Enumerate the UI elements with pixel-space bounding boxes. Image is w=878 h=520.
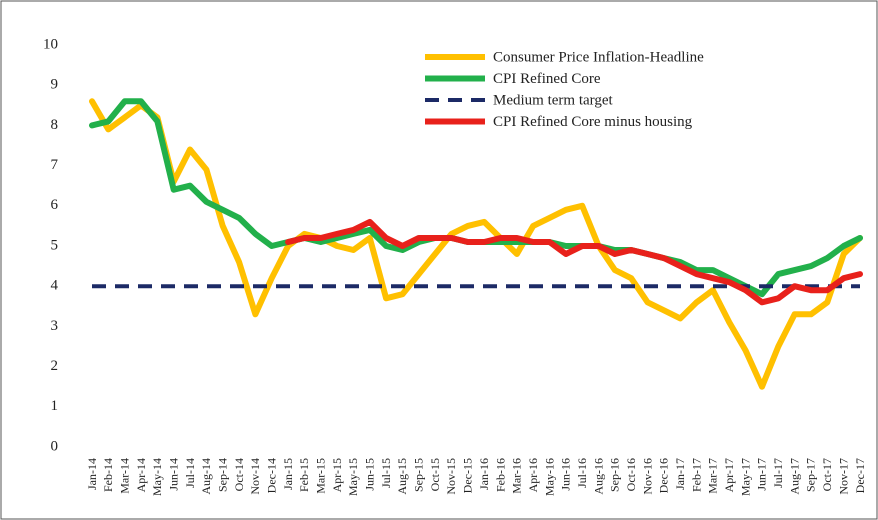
y-tick-label: 8 (51, 117, 59, 133)
x-tick-label: Jul-16 (575, 458, 589, 488)
x-tick-label: Mar-15 (314, 458, 328, 494)
x-tick-label: Dec-16 (657, 458, 671, 493)
x-tick-label: May-15 (346, 458, 360, 496)
x-tick-label: Mar-14 (117, 458, 131, 494)
x-tick-label: Apr-15 (330, 458, 344, 492)
series-line (285, 218, 863, 306)
x-tick-label: Mar-17 (706, 458, 720, 494)
y-tick-label: 3 (51, 318, 59, 334)
x-tick-label: Apr-16 (526, 458, 540, 492)
x-tick-label: May-16 (542, 458, 556, 496)
x-tick-label: Jun-15 (363, 458, 377, 491)
x-tick-label: May-14 (150, 458, 164, 496)
y-tick-label: 5 (51, 237, 59, 253)
x-tick-label: Sep-17 (804, 458, 818, 492)
x-tick-label: Apr-14 (134, 458, 148, 492)
y-tick-label: 0 (51, 438, 59, 454)
x-tick-label: Oct-17 (820, 458, 834, 491)
x-tick-label: Jul-14 (183, 458, 197, 488)
x-tick-label: Aug-17 (787, 458, 801, 495)
x-tick-label: Jul-17 (771, 458, 785, 488)
y-tick-label: 6 (51, 197, 59, 213)
x-tick-label: Oct-15 (428, 458, 442, 491)
y-tick-label: 9 (51, 77, 59, 93)
x-tick-label: Jun-16 (559, 458, 573, 491)
x-tick-label: Aug-15 (395, 458, 409, 495)
x-tick-label: Dec-17 (853, 458, 867, 493)
x-tick-label: Dec-15 (461, 458, 475, 493)
x-tick-label: Dec-14 (264, 458, 278, 493)
x-tick-label: Jan-14 (85, 458, 99, 490)
x-tick-label: Mar-16 (510, 458, 524, 494)
legend-label: Consumer Price Inflation-Headline (493, 49, 704, 65)
x-tick-label: Jan-15 (281, 458, 295, 490)
x-tick-label: Sep-16 (608, 458, 622, 492)
x-tick-label: Jan-16 (477, 458, 491, 490)
x-tick-label: Oct-16 (624, 458, 638, 491)
y-tick-label: 2 (51, 358, 59, 374)
x-tick-label: Jan-17 (673, 458, 687, 490)
x-tick-label: Feb-14 (101, 458, 115, 492)
legend-label: CPI Refined Core (493, 71, 601, 87)
x-tick-label: Feb-15 (297, 458, 311, 492)
x-tick-label: Sep-14 (215, 458, 229, 492)
x-tick-label: Jul-15 (379, 458, 393, 488)
x-tick-label: May-17 (738, 458, 752, 496)
x-tick-label: Nov-15 (444, 458, 458, 495)
legend-label: Medium term target (493, 92, 614, 108)
y-tick-label: 10 (43, 36, 58, 52)
x-tick-label: Nov-14 (248, 458, 262, 495)
y-tick-label: 1 (51, 398, 59, 414)
x-tick-label: Feb-16 (493, 458, 507, 492)
x-tick-label: Jun-17 (755, 458, 769, 491)
x-tick-label: Aug-14 (199, 458, 213, 495)
x-tick-label: Sep-15 (412, 458, 426, 492)
x-tick-label: Oct-14 (232, 458, 246, 491)
y-tick-label: 4 (51, 278, 59, 294)
x-tick-label: Apr-17 (722, 458, 736, 492)
legend-label: CPI Refined Core minus housing (493, 114, 693, 130)
x-tick-label: Nov-16 (640, 458, 654, 495)
series-line (89, 98, 863, 390)
x-tick-label: Aug-16 (591, 458, 605, 495)
y-tick-label: 7 (51, 157, 59, 173)
x-tick-label: Nov-17 (836, 458, 850, 495)
x-tick-label: Feb-17 (689, 458, 703, 492)
x-tick-label: Jun-14 (166, 458, 180, 491)
